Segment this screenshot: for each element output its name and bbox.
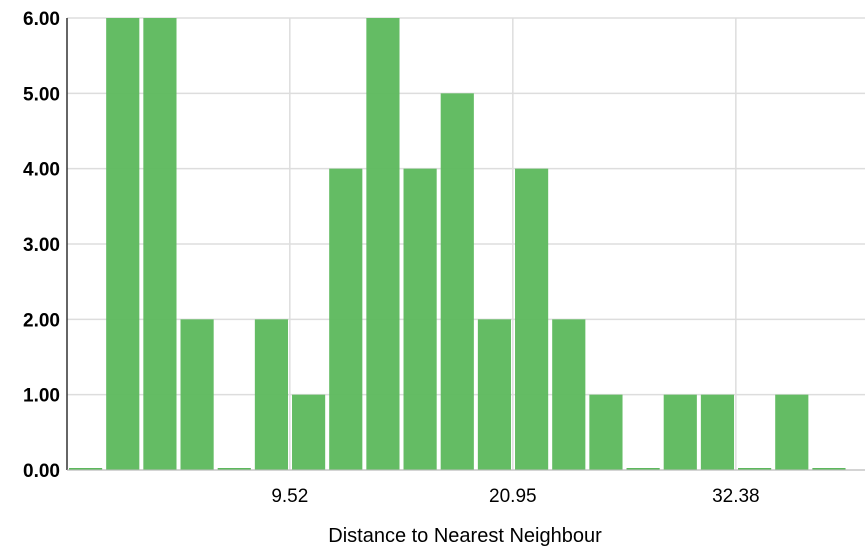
y-tick-label: 5.00: [23, 84, 60, 105]
histogram-bar[interactable]: [775, 394, 809, 470]
histogram-bar[interactable]: [180, 319, 214, 470]
histogram-bar[interactable]: [143, 18, 177, 470]
bars: [69, 18, 846, 470]
histogram-bar[interactable]: [329, 168, 363, 470]
histogram-bar[interactable]: [292, 394, 326, 470]
histogram-bar[interactable]: [477, 319, 512, 470]
x-tick-label: 20.95: [489, 486, 537, 507]
histogram-bar[interactable]: [440, 93, 474, 470]
histogram-bar[interactable]: [403, 168, 437, 470]
histogram-bar[interactable]: [106, 18, 140, 470]
y-tick-label: 1.00: [23, 386, 60, 407]
histogram-bar[interactable]: [700, 394, 735, 470]
x-axis-ticks: 9.52 20.95 32.38: [271, 486, 759, 507]
histogram-bar-empty[interactable]: [69, 468, 103, 470]
y-tick-label: 4.00: [23, 160, 60, 181]
histogram-bar[interactable]: [254, 319, 289, 470]
y-axis-ticks: 0.00 1.00 2.00 3.00 4.00 5.00 6.00: [23, 9, 60, 482]
y-tick-label: 0.00: [23, 461, 60, 482]
histogram-bar[interactable]: [663, 394, 697, 470]
histogram-bar-empty[interactable]: [812, 468, 846, 470]
axes: [66, 18, 865, 471]
histogram-bar-empty[interactable]: [626, 468, 660, 470]
histogram-bar[interactable]: [552, 319, 586, 470]
histogram-bar[interactable]: [589, 394, 623, 470]
y-tick-label: 2.00: [23, 310, 60, 331]
histogram-bar-empty[interactable]: [738, 468, 772, 470]
histogram-bar[interactable]: [366, 18, 400, 470]
y-tick-label: 3.00: [23, 235, 60, 256]
histogram-bar[interactable]: [515, 168, 549, 470]
x-axis-label: Distance to Nearest Neighbour: [328, 525, 602, 547]
x-tick-label: 9.52: [271, 486, 308, 507]
x-tick-label: 32.38: [712, 486, 760, 507]
y-tick-label: 6.00: [23, 9, 60, 30]
histogram-bar-empty[interactable]: [217, 468, 251, 470]
